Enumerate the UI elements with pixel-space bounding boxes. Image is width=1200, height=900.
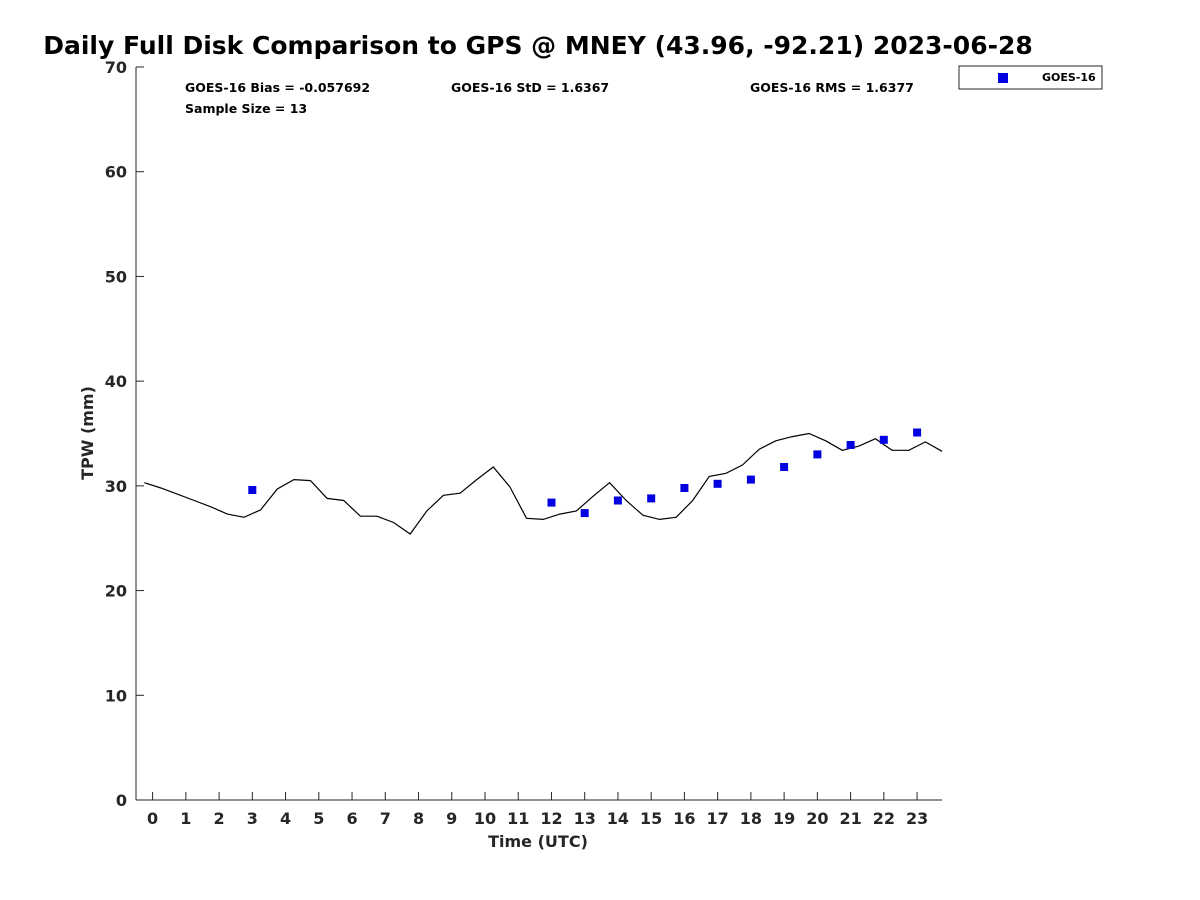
y-tick-label: 10	[105, 686, 127, 705]
x-tick-label: 21	[839, 809, 861, 828]
x-tick-label: 7	[380, 809, 391, 828]
x-tick-label: 23	[906, 809, 928, 828]
x-tick-label: 11	[507, 809, 529, 828]
goes16-point	[746, 475, 755, 484]
x-tick-label: 17	[707, 809, 729, 828]
goes16-point	[913, 428, 922, 437]
x-tick-label: 15	[640, 809, 662, 828]
stat-sample-size: Sample Size = 13	[185, 101, 307, 116]
x-tick-label: 14	[607, 809, 629, 828]
x-tick-label: 8	[413, 809, 424, 828]
goes16-point	[713, 479, 722, 488]
y-tick-label: 60	[105, 163, 127, 182]
x-tick-label: 2	[214, 809, 225, 828]
goes16-point	[680, 484, 689, 492]
x-tick-label: 16	[673, 809, 695, 828]
x-tick-label: 22	[873, 809, 895, 828]
x-tick-label: 13	[574, 809, 596, 828]
gps-series	[144, 432, 943, 535]
gps-line	[144, 432, 943, 535]
goes16-point	[547, 498, 556, 507]
x-tick-label: 1	[180, 809, 191, 828]
x-tick-label: 19	[773, 809, 795, 828]
x-tick-label: 4	[280, 809, 291, 828]
y-axis-label: TPW (mm)	[78, 386, 97, 480]
y-tick-label: 50	[105, 267, 127, 286]
y-tick-label: 0	[116, 791, 127, 810]
x-axis-label: Time (UTC)	[488, 832, 588, 851]
goes16-point	[647, 494, 656, 503]
x-tick-label: 18	[740, 809, 762, 828]
y-tick-label: 20	[105, 582, 127, 601]
stat-rms: GOES-16 RMS = 1.6377	[750, 80, 914, 95]
x-tick-label: 10	[474, 809, 496, 828]
y-tick-label: 30	[105, 477, 127, 496]
plot-area	[135, 67, 942, 801]
x-tick-label: 20	[806, 809, 828, 828]
legend-label: GOES-16	[1042, 71, 1096, 84]
goes16-points	[248, 428, 922, 518]
goes16-point	[780, 463, 789, 471]
legend-box	[958, 65, 1103, 90]
x-tick-label: 6	[346, 809, 357, 828]
y-tick-label: 70	[105, 58, 127, 77]
stat-bias: GOES-16 Bias = -0.057692	[185, 80, 370, 95]
y-tick-label: 40	[105, 372, 127, 391]
goes16-point	[580, 509, 589, 518]
chart-title: Daily Full Disk Comparison to GPS @ MNEY…	[43, 31, 1033, 60]
x-tick-label: 9	[446, 809, 457, 828]
x-tick-label: 3	[247, 809, 258, 828]
goes16-point	[813, 450, 822, 459]
x-tick-label: 12	[540, 809, 562, 828]
stat-std: GOES-16 StD = 1.6367	[451, 80, 609, 95]
x-tick-label: 0	[147, 809, 158, 828]
goes16-point	[846, 441, 855, 449]
goes16-point	[879, 435, 888, 444]
y-ticks: 0 10 20 30 40 50 60 70	[105, 58, 144, 810]
x-ticks: 0 1 2 3 4 5 6 7 8 9 10 11 12 13 14 15 16 17 18 19 20 21 22 23	[147, 792, 928, 828]
x-tick-label: 5	[313, 809, 324, 828]
legend: GOES-16	[958, 65, 1103, 90]
legend-marker	[998, 73, 1008, 83]
goes16-point	[248, 486, 257, 494]
stats-box: GOES-16 Bias = -0.057692 GOES-16 StD = 1…	[185, 80, 914, 116]
goes16-point	[613, 496, 622, 505]
